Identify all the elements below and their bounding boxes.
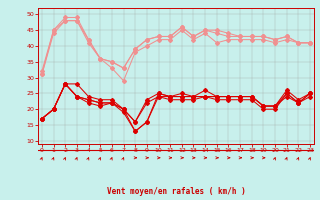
Text: Vent moyen/en rafales ( km/h ): Vent moyen/en rafales ( km/h ) (107, 187, 245, 196)
